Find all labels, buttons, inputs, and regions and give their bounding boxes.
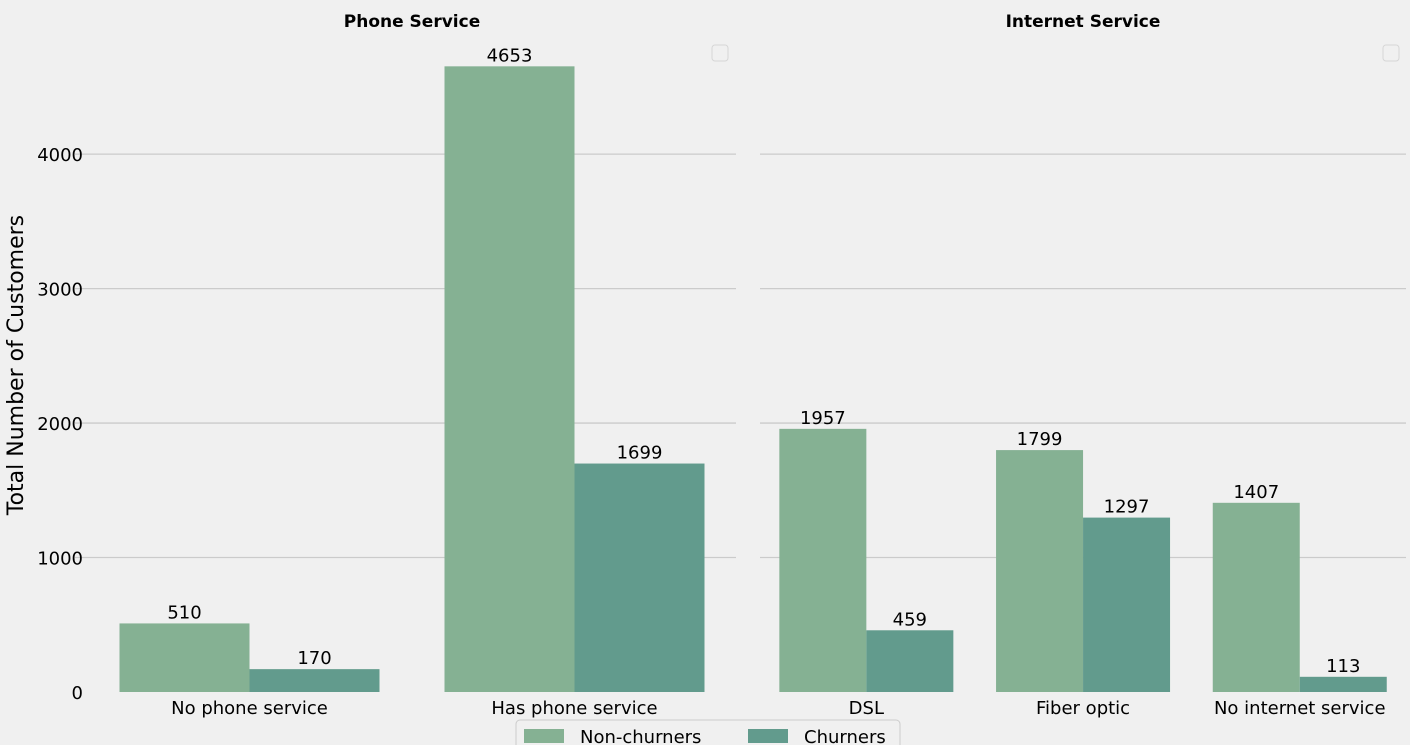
- data-labels: 510 170 4653 1699: [167, 45, 662, 669]
- bars: [119, 66, 705, 692]
- panel-phone-service: Phone Service 0 1000 2000 3000 4000 510 170 46…: [37, 12, 736, 719]
- legend-swatch-churners: [748, 729, 788, 743]
- panel-title-internet-service: Internet Service: [1006, 12, 1161, 32]
- category-label-fiber-optic: Fiber optic: [1036, 698, 1130, 719]
- y-axis-label: Total Number of Customers: [4, 215, 29, 516]
- bar-no-internet-service-non-churners: [1212, 502, 1300, 692]
- bar-no-phone-service-non-churners: [119, 623, 250, 692]
- bar-dsl-non-churners: [779, 428, 867, 692]
- bar-fiber-optic-non-churners: [996, 450, 1084, 692]
- panel-internet-service: Internet Service 1957459179912971407113 …: [760, 12, 1406, 719]
- data-label-no-phone-service-churners: 170: [297, 648, 331, 669]
- data-label-fiber-optic-non-churners: 1799: [1017, 429, 1063, 450]
- data-label-has-phone-service-churners: 1699: [617, 443, 663, 464]
- data-label-no-internet-service-non-churners: 1407: [1233, 482, 1279, 503]
- category-label-dsl: DSL: [849, 698, 884, 719]
- category-label-no-phone-service: No phone service: [171, 698, 328, 719]
- bar-dsl-churners: [866, 630, 954, 692]
- category-label-no-internet-service: No internet service: [1214, 698, 1386, 719]
- legend-label-non-churners: Non-churners: [580, 727, 701, 745]
- category-labels: No phone service Has phone service: [171, 698, 657, 719]
- data-label-no-phone-service-non-churners: 510: [167, 602, 201, 623]
- category-labels: DSL Fiber optic No internet service: [849, 698, 1386, 719]
- y-tick-1000: 1000: [37, 549, 83, 570]
- panel-title-phone-service: Phone Service: [344, 12, 480, 32]
- data-labels: 1957 459 1799 1297 1407 113: [800, 408, 1360, 677]
- bar-no-phone-service-churners: [249, 669, 380, 692]
- data-label-dsl-non-churners: 1957: [800, 408, 846, 429]
- empty-legend-box: [711, 44, 729, 62]
- y-tick-labels: 0 1000 2000 3000 4000: [37, 145, 83, 704]
- legend-frame: [515, 719, 901, 745]
- data-label-dsl-churners: 459: [893, 609, 927, 630]
- bar-has-phone-service-churners: [574, 463, 705, 692]
- data-label-no-internet-service-churners: 113: [1326, 656, 1360, 677]
- category-label-has-phone-service: Has phone service: [491, 698, 657, 719]
- bar-no-internet-service-churners: [1299, 676, 1387, 692]
- bars: [779, 428, 1387, 692]
- data-label-fiber-optic-churners: 1297: [1104, 497, 1150, 518]
- legend-label-churners: Churners: [804, 727, 886, 745]
- y-tick-0: 0: [72, 683, 83, 704]
- empty-legend-box: [1382, 44, 1400, 62]
- data-label-has-phone-service-non-churners: 4653: [487, 45, 533, 66]
- legend: Non-churners Churners: [515, 719, 901, 745]
- y-tick-2000: 2000: [37, 414, 83, 435]
- legend-swatch-non-churners: [524, 729, 564, 743]
- bar-has-phone-service-non-churners: [444, 66, 575, 692]
- bar-fiber-optic-churners: [1083, 517, 1171, 692]
- y-tick-3000: 3000: [37, 280, 83, 301]
- y-tick-4000: 4000: [37, 145, 83, 166]
